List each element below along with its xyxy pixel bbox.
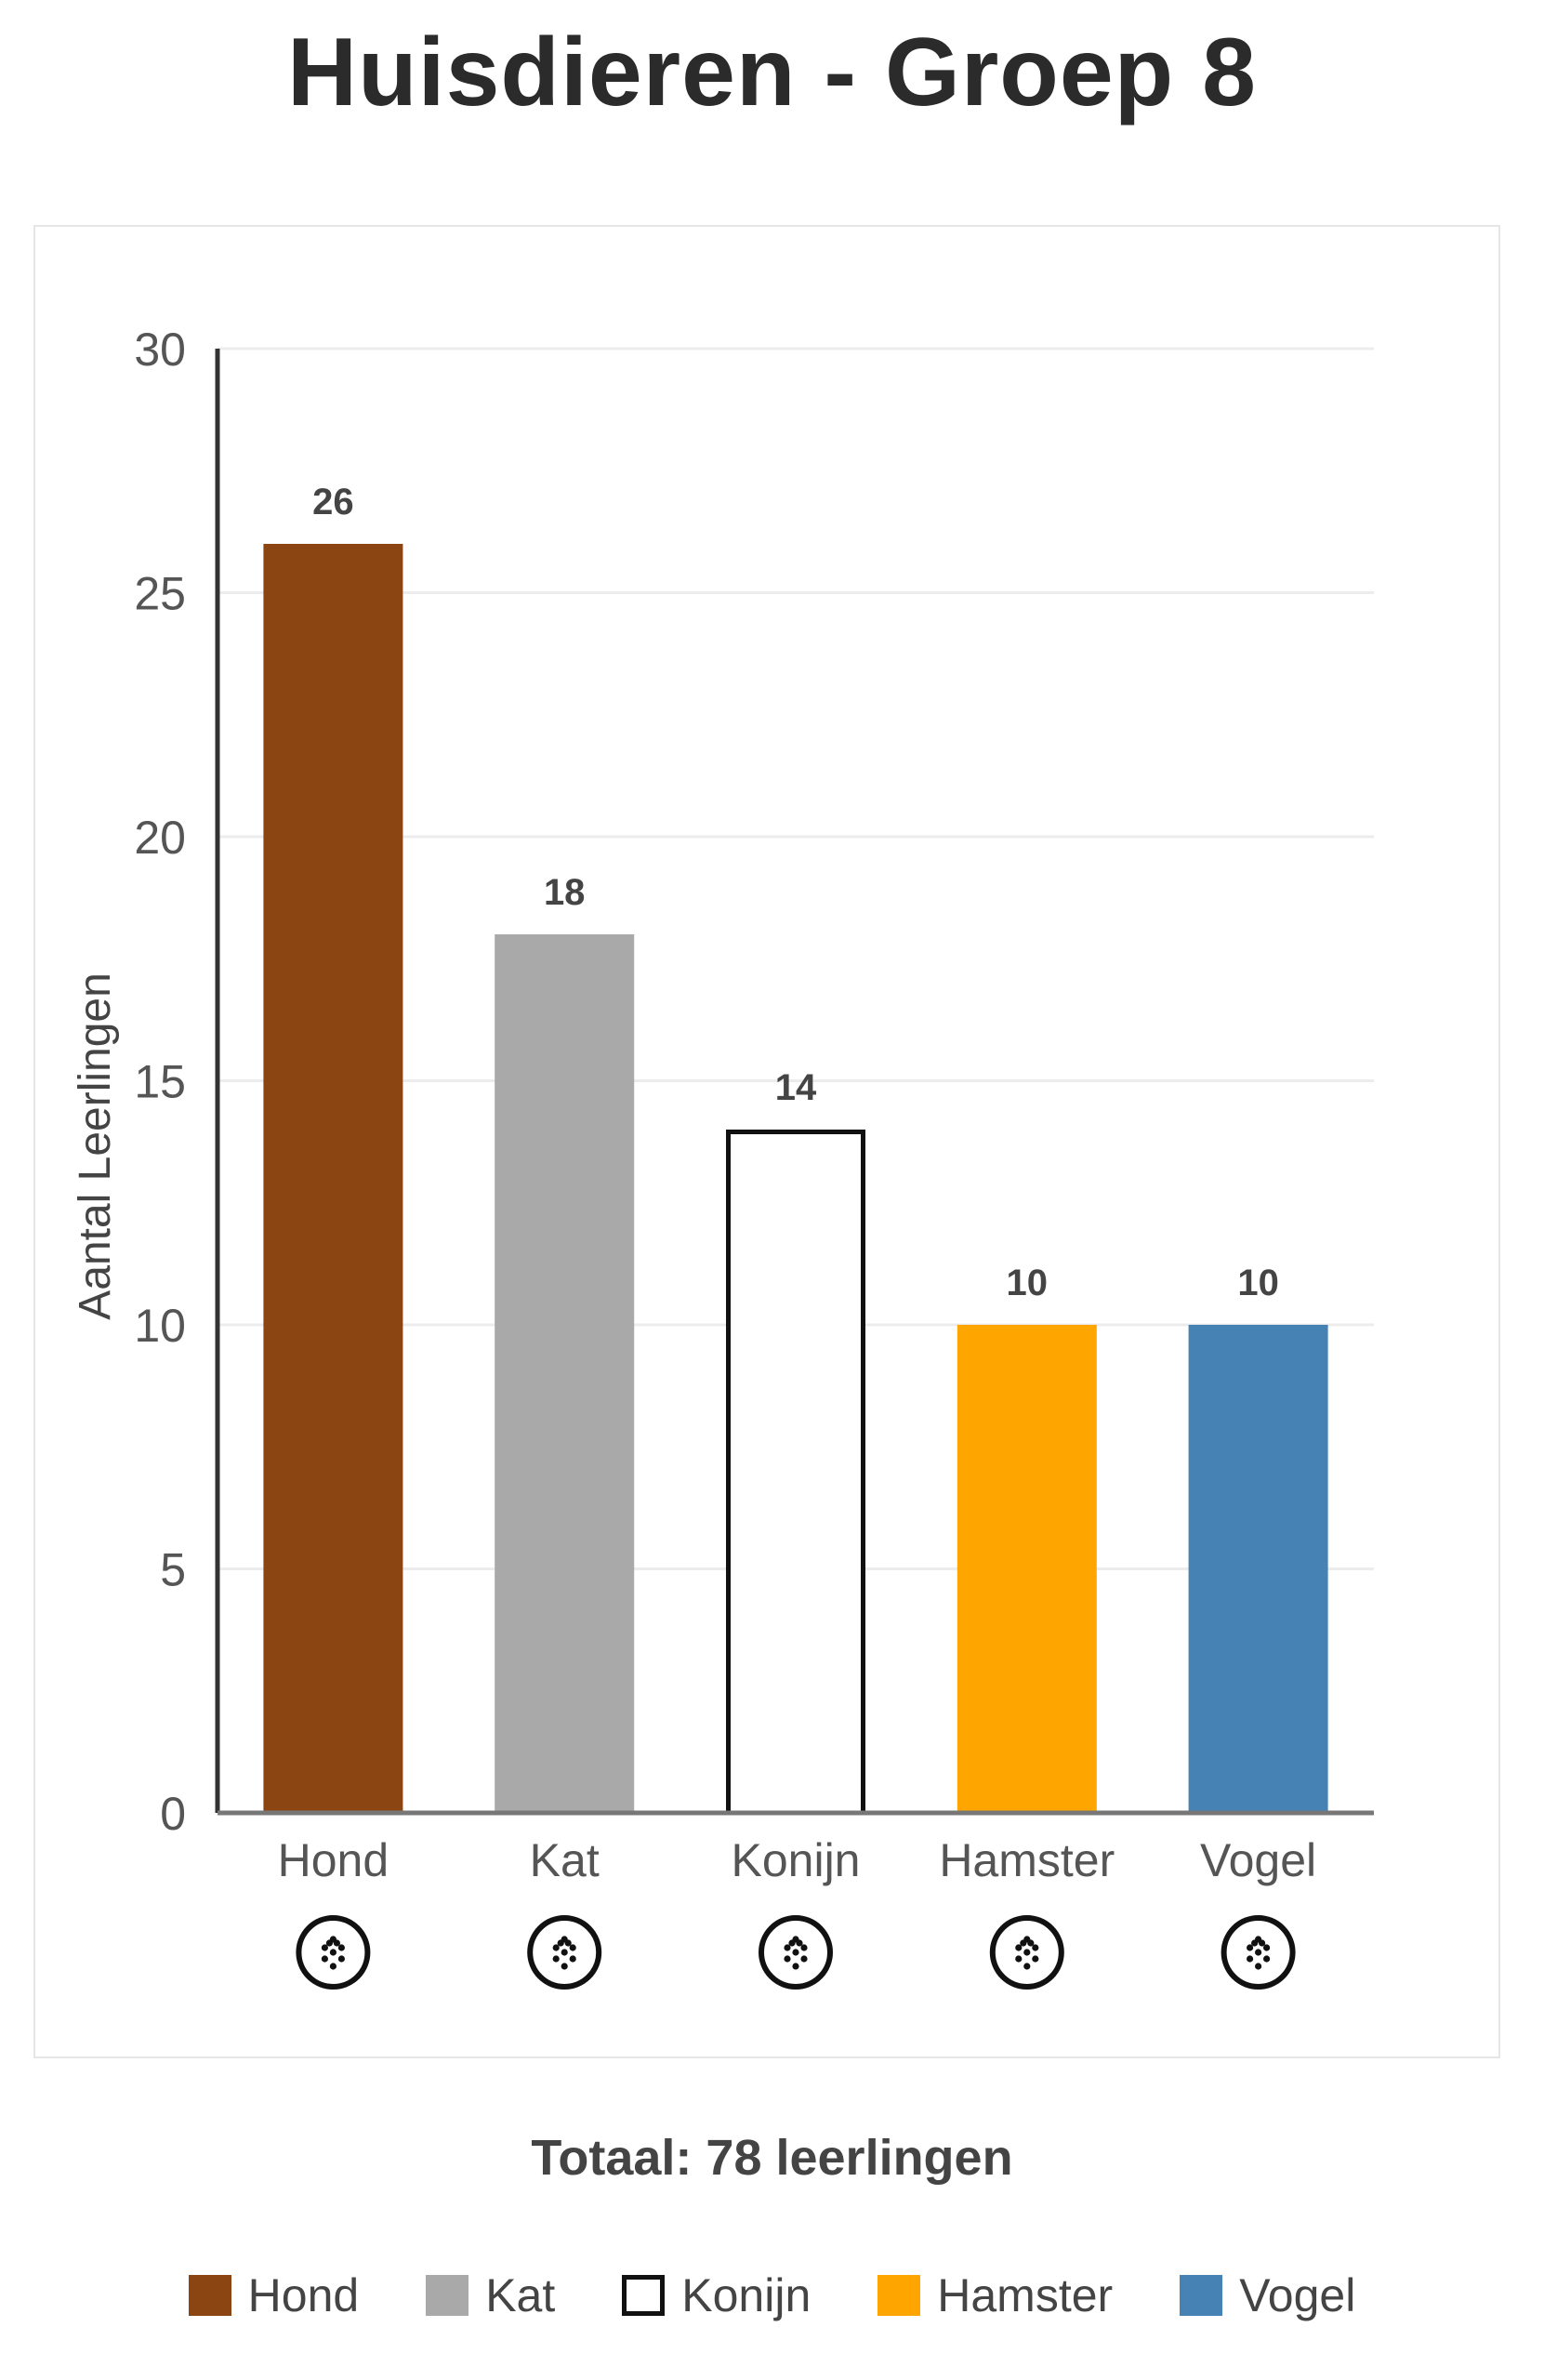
x-tick-label: Kat [530, 1834, 600, 1886]
legend-item-hamster[interactable]: Hamster [878, 2268, 1113, 2322]
x-tick-label: Konijn [732, 1834, 861, 1886]
data-label: 14 [775, 1067, 817, 1108]
data-label: 10 [1007, 1263, 1049, 1303]
legend-label: Kat [485, 2269, 556, 2321]
legend-item-kat[interactable]: Kat [426, 2268, 555, 2322]
bar-hond[interactable] [263, 544, 403, 1813]
data-labels: 26 18 14 10 10 [312, 482, 1279, 1303]
braille-dots-icon [1221, 1915, 1296, 1990]
legend-label: Hond [247, 2269, 360, 2321]
legend-label: Vogel [1239, 2269, 1356, 2321]
legend-swatch [188, 2275, 231, 2316]
x-tick-label: Vogel [1200, 1834, 1316, 1886]
x-tick-label: Hond [278, 1834, 389, 1886]
braille-dots-icon [759, 1915, 833, 1990]
chart-title: Huisdieren - Groep 8 [287, 19, 1257, 126]
y-tick-label: 20 [134, 812, 186, 864]
legend-swatch [426, 2275, 469, 2316]
bar-hamster[interactable] [957, 1325, 1097, 1813]
bar-kat[interactable] [495, 934, 635, 1813]
braille-dots-icon [296, 1915, 371, 1990]
y-tick-label: 15 [134, 1056, 186, 1108]
y-axis-ticks: 0 5 10 15 20 25 30 [134, 324, 186, 1840]
x-axis-ticks: Hond Kat Konijn Hamster Vogel [278, 1834, 1317, 1886]
data-label: 10 [1237, 1263, 1279, 1303]
legend: Hond Kat Konijn Hamster Vogel [0, 2268, 1544, 2322]
y-tick-label: 30 [134, 324, 186, 376]
legend-item-hond[interactable]: Hond [188, 2268, 360, 2322]
data-label: 18 [544, 872, 586, 913]
legend-label: Hamster [937, 2269, 1114, 2321]
legend-swatch [622, 2275, 666, 2316]
bars [263, 544, 1328, 1816]
legend-label: Konijn [681, 2269, 812, 2321]
y-tick-label: 10 [134, 1300, 186, 1352]
bar-vogel[interactable] [1188, 1325, 1328, 1813]
legend-swatch [1180, 2275, 1223, 2316]
data-label: 26 [312, 482, 354, 522]
total-label: Totaal: 78 leerlingen [531, 2130, 1013, 2186]
y-tick-label: 25 [134, 568, 186, 620]
y-tick-label: 5 [160, 1544, 186, 1596]
category-icons [296, 1915, 1296, 1990]
braille-dots-icon [527, 1915, 602, 1990]
axes [215, 349, 1374, 1816]
y-tick-label: 0 [160, 1788, 186, 1840]
braille-dots-icon [989, 1915, 1064, 1990]
legend-item-vogel[interactable]: Vogel [1180, 2268, 1355, 2322]
y-axis-label: Aantal Leerlingen [71, 972, 120, 1320]
legend-item-konijn[interactable]: Konijn [622, 2268, 811, 2322]
x-tick-label: Hamster [939, 1834, 1115, 1886]
legend-swatch [878, 2275, 921, 2316]
bar-konijn[interactable] [726, 1130, 865, 1816]
